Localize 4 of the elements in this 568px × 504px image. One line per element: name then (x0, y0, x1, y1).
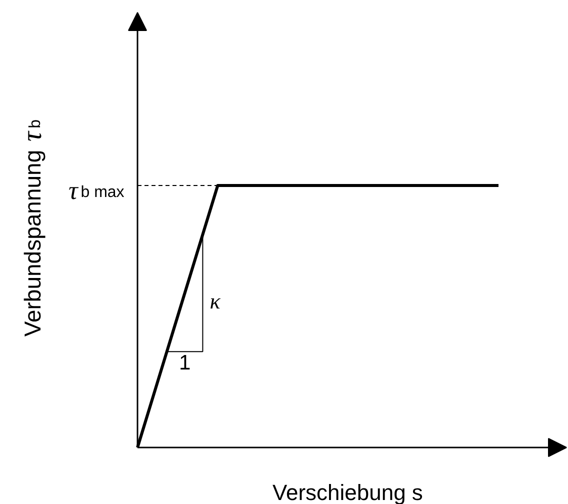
annotation: κ (210, 288, 221, 314)
ref-line-label: τb max (68, 176, 124, 205)
y-axis-title: Verbundspannung τb (17, 119, 48, 337)
annotation: 1 (178, 352, 191, 375)
